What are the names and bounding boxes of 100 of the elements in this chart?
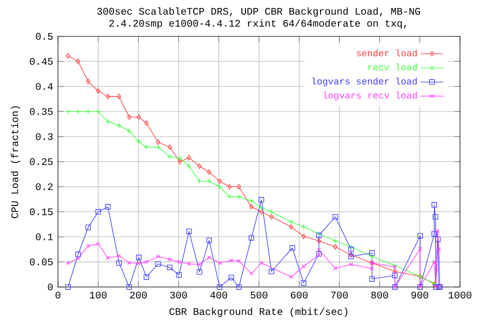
point — [95, 209, 101, 215]
y-tick-label: 0.25 — [30, 158, 53, 166]
point — [268, 209, 274, 215]
point — [435, 236, 441, 242]
point — [369, 276, 375, 282]
point — [186, 154, 192, 160]
y-tick-label: 0.5 — [36, 32, 53, 40]
point — [96, 242, 100, 246]
point — [75, 252, 81, 258]
point — [144, 144, 150, 150]
point — [316, 238, 322, 244]
point — [136, 114, 141, 120]
point — [236, 284, 242, 290]
point — [85, 108, 91, 114]
point — [348, 246, 354, 252]
point — [86, 244, 90, 248]
point — [290, 245, 296, 251]
point — [332, 238, 338, 244]
point — [269, 214, 274, 220]
point — [207, 169, 212, 175]
point — [392, 268, 398, 274]
point — [136, 254, 142, 260]
point — [432, 260, 436, 264]
point — [127, 114, 132, 120]
point — [302, 264, 306, 268]
x-tick-label: 600 — [290, 292, 308, 298]
chart-title: 300sec ScalableTCP DRS, UDP CBR Background Load, MB-NG — [97, 7, 420, 17]
x-tick-label: 1000 — [448, 292, 472, 298]
point — [95, 108, 101, 114]
point — [106, 256, 110, 260]
point — [144, 260, 148, 264]
point — [369, 254, 375, 260]
y-tick-label: 0.2 — [36, 183, 53, 190]
point — [96, 88, 100, 94]
y-tick-label: 0.15 — [30, 208, 53, 216]
point — [187, 262, 192, 266]
point — [176, 260, 182, 264]
point — [178, 158, 182, 164]
point — [167, 264, 172, 270]
point — [258, 197, 264, 202]
point — [76, 256, 80, 260]
point — [369, 250, 375, 256]
point — [300, 224, 306, 230]
point — [258, 205, 264, 211]
point — [65, 284, 71, 290]
point — [136, 138, 142, 144]
point — [177, 155, 183, 161]
point — [196, 178, 202, 184]
point — [316, 248, 321, 252]
point — [435, 228, 440, 233]
y-tick-label: 0 — [48, 284, 53, 290]
point — [229, 258, 234, 262]
point — [197, 163, 202, 169]
point — [218, 260, 222, 265]
y-axis-title: CPU Load (fraction) — [10, 106, 20, 218]
point — [417, 233, 423, 239]
y-tick-label: 0.4 — [36, 83, 53, 90]
y-tick-label: 0.1 — [36, 233, 53, 240]
point — [144, 274, 150, 280]
point — [249, 271, 254, 276]
point — [196, 269, 202, 275]
point — [236, 184, 242, 190]
x-tick-label: 0 — [56, 292, 60, 298]
point — [289, 224, 294, 230]
legend-label: recv load — [368, 64, 417, 70]
point — [106, 94, 110, 100]
point — [86, 78, 90, 84]
point — [216, 284, 222, 290]
point — [432, 231, 438, 237]
point — [226, 194, 232, 200]
point — [155, 144, 161, 150]
point — [126, 128, 132, 134]
y-tick-label: 0.45 — [30, 58, 53, 65]
point — [418, 246, 422, 251]
legend-label: logvars recv load — [324, 92, 417, 100]
point — [176, 272, 182, 278]
point — [332, 214, 338, 220]
point — [155, 261, 161, 267]
point — [289, 274, 294, 279]
point — [333, 244, 338, 250]
point — [76, 58, 80, 64]
point — [259, 209, 264, 215]
point — [301, 234, 306, 240]
point — [248, 198, 254, 204]
point — [105, 118, 111, 124]
point — [168, 144, 172, 150]
point — [228, 184, 232, 190]
point — [216, 184, 222, 190]
point — [186, 163, 192, 169]
point — [197, 262, 202, 266]
legend-label: sender load — [356, 49, 417, 56]
point — [127, 260, 132, 265]
point — [437, 247, 442, 252]
point — [249, 204, 254, 210]
point — [236, 258, 241, 263]
point — [288, 219, 294, 225]
x-tick-label: 900 — [411, 292, 428, 298]
point — [116, 122, 122, 128]
legend-label: logvars sender load — [312, 78, 417, 86]
point — [333, 266, 338, 270]
